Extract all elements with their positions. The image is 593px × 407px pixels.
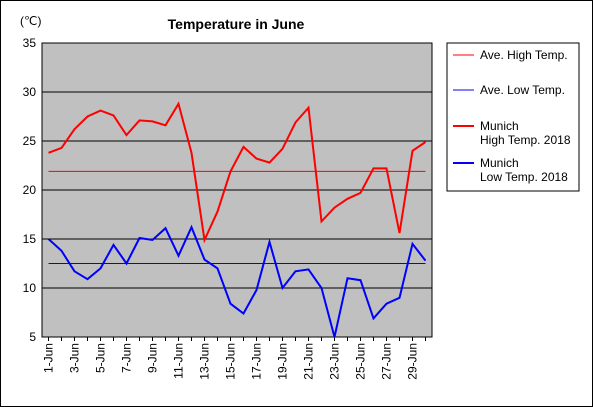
series-line-2 — [48, 101, 427, 244]
legend-label-3: Munich Low Temp. 2018 — [480, 156, 568, 184]
x-tick-label: 23-Jun — [328, 343, 342, 380]
y-tick-label: 25 — [23, 134, 37, 148]
x-axis-ticks: 1-Jun 3-Jun 5-Jun 7-Jun 9-Jun 11-Jun 13-Jun 15-… — [42, 337, 426, 380]
x-tick-label: 3-Jun — [68, 343, 82, 373]
x-tick-label: 15-Jun — [224, 343, 238, 380]
x-tick-label: 21-Jun — [302, 343, 316, 380]
y-tick-label: 35 — [23, 36, 37, 50]
y-tick-label: 20 — [23, 183, 37, 197]
y-axis-ticks: 5 10 15 20 25 30 35 — [23, 36, 37, 344]
legend: Ave. High Temp. Ave. Low Temp. Munich High … — [453, 48, 571, 184]
y-tick-label: 5 — [29, 330, 36, 344]
legend-label-0: Ave. High Temp. — [480, 48, 568, 62]
unit-label: (℃) — [20, 14, 41, 28]
grid-lines — [42, 91, 432, 289]
x-tick-label: 7-Jun — [120, 343, 134, 373]
chart-title: Temperature in June — [168, 16, 305, 32]
legend-label-2: Munich High Temp. 2018 — [480, 119, 571, 147]
x-tick-label: 29-Jun — [406, 343, 420, 380]
x-tick-label: 9-Jun — [146, 343, 160, 373]
y-tick-label: 10 — [23, 281, 37, 295]
y-tick-label: 30 — [23, 85, 37, 99]
x-tick-label: 11-Jun — [172, 343, 186, 379]
y-tick-label: 15 — [23, 232, 37, 246]
x-tick-label: 27-Jun — [380, 343, 394, 380]
x-tick-label: 1-Jun — [42, 343, 56, 373]
x-tick-label: 25-Jun — [354, 343, 368, 380]
series-line-3 — [47, 224, 427, 338]
series-lines — [47, 101, 427, 338]
x-tick-label: 17-Jun — [250, 343, 264, 380]
x-tick-label: 19-Jun — [276, 343, 290, 380]
legend-box — [446, 42, 580, 192]
x-tick-label: 13-Jun — [198, 343, 212, 380]
legend-label-1: Ave. Low Temp. — [480, 83, 565, 97]
x-tick-label: 5-Jun — [94, 343, 108, 373]
